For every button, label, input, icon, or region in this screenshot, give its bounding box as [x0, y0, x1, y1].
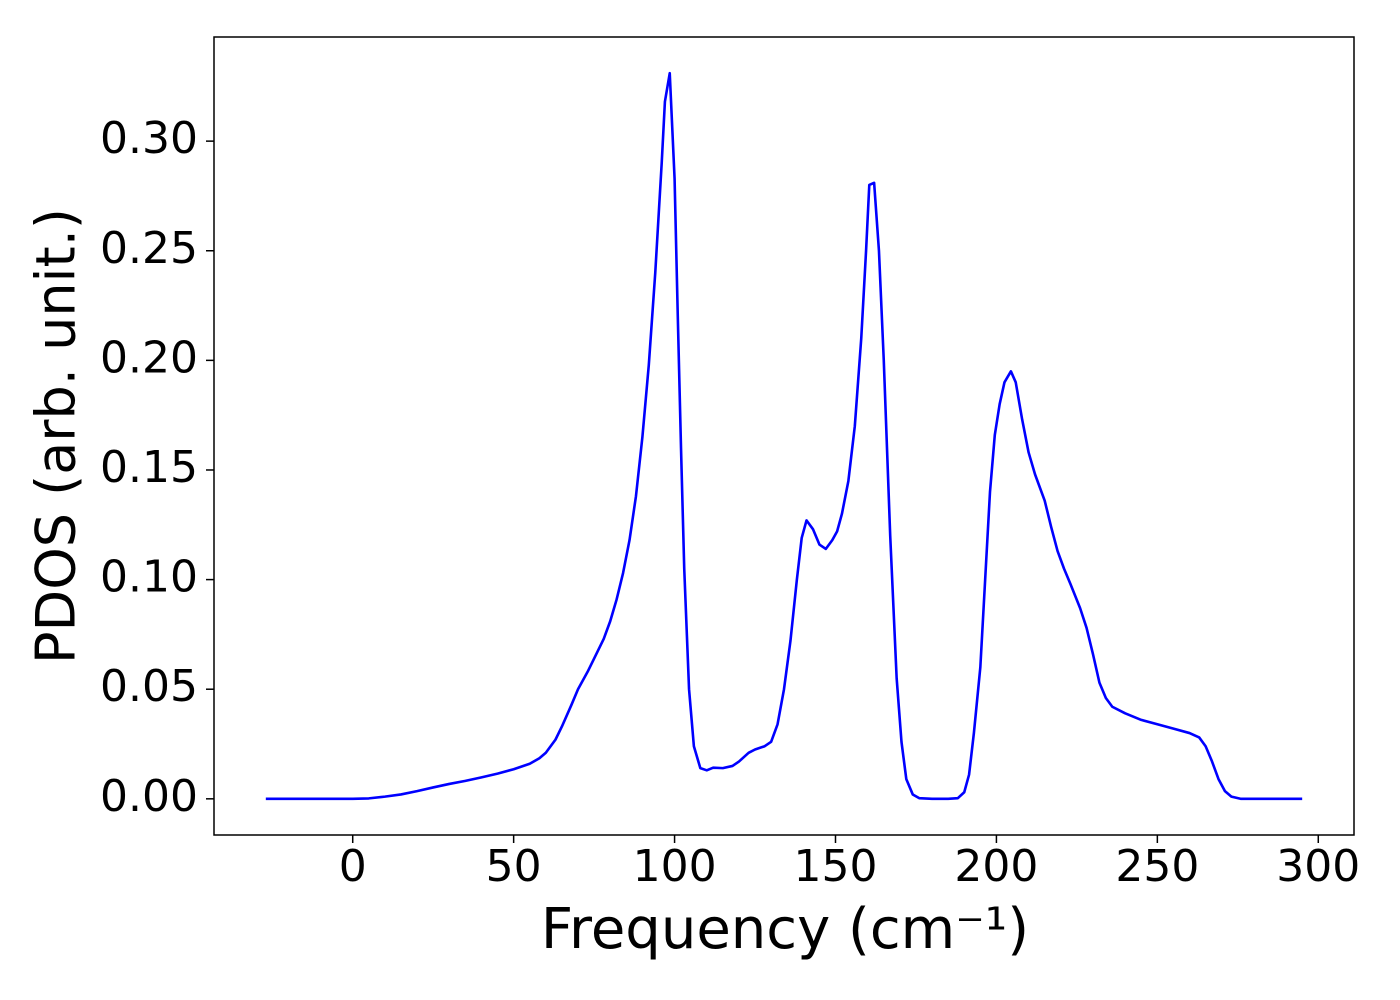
x-tick-label: 200	[954, 841, 1038, 892]
y-tick-label: 0.05	[100, 661, 198, 712]
y-axis-label: PDOS (arb. unit.)	[25, 208, 88, 664]
plot-frame	[213, 36, 1355, 836]
y-tick-label: 0.30	[100, 113, 198, 164]
y-tick-label: 0.00	[100, 771, 198, 822]
x-tick-label: 0	[339, 841, 367, 892]
x-tick-label: 250	[1115, 841, 1199, 892]
x-tick-label: 100	[633, 841, 717, 892]
y-tick-label: 0.25	[100, 223, 198, 274]
x-axis-label: Frequency (cm⁻¹)	[541, 897, 1029, 962]
x-tick-label: 50	[486, 841, 542, 892]
y-tick-label: 0.15	[100, 442, 198, 493]
pdos-line	[265, 71, 1303, 801]
y-tick-label: 0.10	[100, 552, 198, 603]
x-tick-label: 150	[794, 841, 878, 892]
y-tick-label: 0.20	[100, 332, 198, 383]
x-tick-label: 300	[1276, 841, 1360, 892]
